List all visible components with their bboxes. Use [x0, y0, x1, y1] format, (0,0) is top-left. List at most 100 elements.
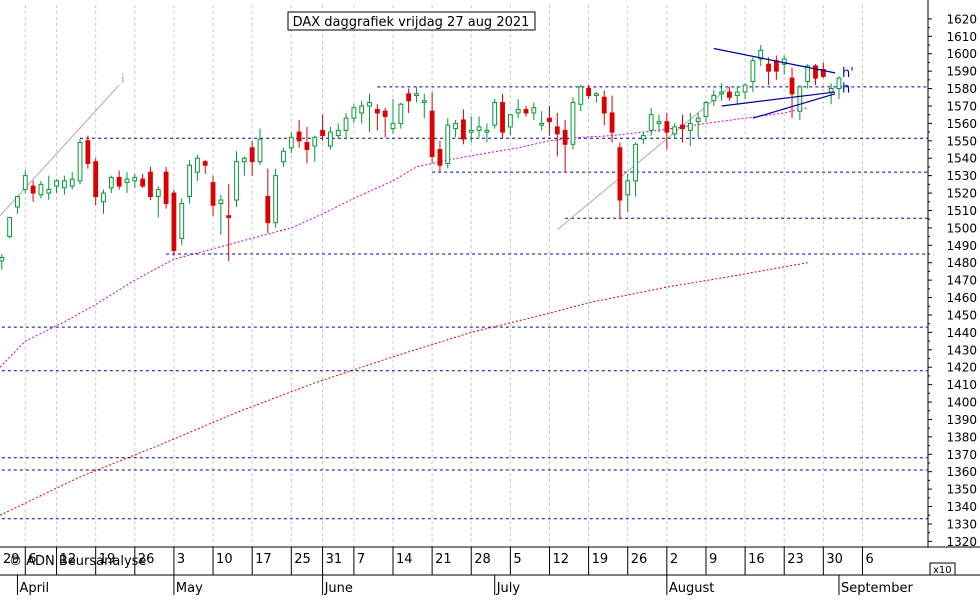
x-day-label: 26	[631, 552, 648, 567]
candle-body	[210, 182, 216, 206]
candle-body	[116, 176, 122, 187]
candle-body	[421, 100, 427, 103]
candle-body	[335, 129, 341, 137]
candle-body	[312, 136, 318, 147]
y-tick-label: 1590	[946, 65, 977, 79]
candle-body	[7, 216, 13, 238]
y-tick-label: 1550	[946, 134, 977, 148]
candle-body	[374, 108, 380, 114]
y-tick-label: 1460	[946, 291, 977, 305]
candle-body	[187, 164, 192, 198]
candle-body	[249, 147, 255, 163]
candle-body	[296, 131, 302, 142]
trend-line	[0, 84, 120, 217]
y-tick-label: 1580	[946, 82, 977, 96]
candle-body	[687, 122, 693, 131]
candle-body	[633, 143, 638, 182]
candle-body	[171, 192, 177, 252]
candle-body	[539, 122, 545, 126]
candle-body	[429, 110, 435, 157]
candle-body	[195, 157, 200, 173]
x-month-label: June	[324, 581, 353, 596]
candle-body	[586, 88, 592, 97]
candle-body	[140, 178, 146, 187]
candle-body	[218, 199, 224, 205]
candle-body	[69, 178, 75, 187]
y-tick-label: 1400	[946, 396, 977, 410]
y-tick-label: 1520	[946, 187, 977, 201]
x-day-label: 2	[670, 552, 678, 567]
candle-body	[359, 105, 365, 114]
chart-title: DAX daggrafiek vrijdag 27 aug 2021	[293, 15, 530, 30]
title-box: DAX daggrafiek vrijdag 27 aug 2021	[287, 11, 536, 31]
y-tick-label: 1370	[946, 448, 977, 462]
candle-body	[797, 86, 803, 112]
candle-body	[367, 101, 372, 107]
candle-body	[61, 180, 67, 189]
y-tick-label: 1320	[946, 535, 977, 549]
support-lines	[1, 86, 928, 520]
x-day-label: 25	[294, 552, 311, 567]
candle-body	[492, 101, 498, 126]
x-day-label: 29	[3, 552, 20, 567]
candle-body	[507, 114, 513, 128]
candle-body	[453, 122, 458, 130]
y-multiplier-label: x10	[933, 565, 952, 576]
candle-body	[468, 129, 474, 133]
candle-body	[476, 126, 482, 131]
x-day-label: 6	[865, 552, 873, 567]
y-tick-label: 1560	[946, 117, 977, 131]
candle-body	[781, 58, 787, 65]
candle-body	[640, 135, 646, 140]
candle-body	[22, 175, 28, 191]
x-month-label: August	[669, 581, 715, 596]
y-tick-label: 1440	[946, 326, 977, 340]
candle-body	[101, 192, 106, 203]
candle-body	[500, 101, 505, 133]
x-day-label: 5	[513, 552, 521, 567]
x-day-label: 10	[216, 552, 233, 567]
candle-body	[202, 161, 208, 166]
candle-body	[257, 138, 263, 163]
y-tick-label: 1380	[946, 430, 977, 444]
candle-body	[836, 77, 842, 90]
x-day-label: 16	[748, 552, 765, 567]
candle-body	[664, 121, 670, 133]
candle-body	[54, 180, 59, 187]
x-day-label: 12	[60, 552, 77, 567]
candle-body	[531, 107, 537, 114]
x-day-label: 19	[99, 552, 116, 567]
candle-body	[758, 49, 764, 60]
axes: 1320133013401350136013701380139014001410…	[0, 12, 980, 596]
triangle-lower-line	[721, 91, 836, 107]
x-month-label: May	[176, 581, 203, 596]
y-tick-label: 1620	[946, 12, 977, 26]
y-tick-label: 1490	[946, 239, 977, 253]
candle-body	[805, 65, 811, 83]
candle-body	[594, 93, 599, 97]
y-tick-label: 1420	[946, 361, 977, 375]
trend-lines: i	[0, 72, 730, 231]
candle-body	[727, 91, 732, 98]
candle-body	[672, 126, 678, 135]
candle-body	[414, 93, 419, 97]
y-tick-label: 1340	[946, 500, 977, 514]
candle-body	[734, 91, 740, 97]
candle-body	[273, 175, 279, 224]
candle-body	[461, 119, 466, 140]
y-tick-label: 1350	[946, 483, 977, 497]
candle-body	[547, 117, 552, 123]
candle-body	[820, 68, 826, 77]
x-month-label: April	[19, 581, 49, 596]
candle-body	[0, 256, 5, 262]
trend-line-label: i	[121, 72, 124, 86]
candle-body	[46, 189, 52, 194]
x-day-label: 9	[709, 552, 717, 567]
candle-body	[155, 189, 161, 198]
candle-body	[30, 185, 36, 194]
candle-body	[265, 196, 271, 224]
candle-body	[625, 180, 631, 196]
candle-body	[93, 161, 99, 198]
candle-body	[656, 121, 662, 124]
candle-body	[719, 91, 725, 95]
